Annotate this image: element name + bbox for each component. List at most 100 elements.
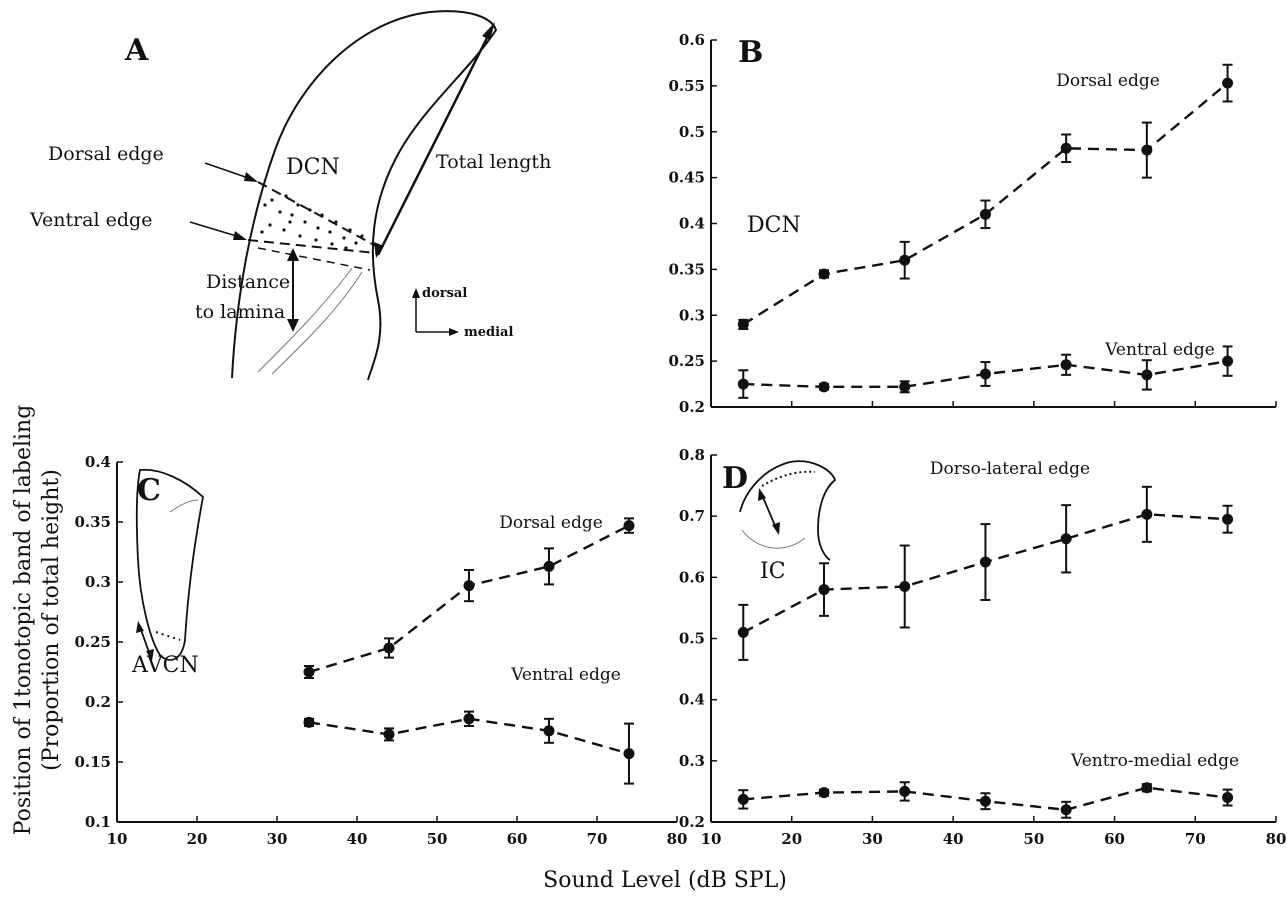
y-tick-label-c: 0.35 (74, 513, 111, 531)
region-label-d: IC (760, 559, 786, 584)
y-tick-label-b: 0.6 (679, 31, 705, 49)
avcn-arrowhead-bottom (146, 649, 154, 661)
ic-dots (761, 470, 816, 487)
band-ventral-dashed (247, 239, 377, 254)
series-label-b-0: Dorsal edge (1056, 71, 1160, 91)
y-tick-label-c: 0.2 (85, 693, 111, 711)
compass-dorsal-label: dorsal (422, 286, 467, 301)
y-tick-label-d: 0.8 (679, 446, 705, 464)
data-point-b (1222, 77, 1234, 89)
region-label-c: AVCN (131, 653, 199, 678)
data-point-c (543, 560, 555, 572)
data-point-c (383, 642, 395, 654)
distance-arrowhead-bottom (287, 319, 299, 332)
ventral-edge-pointer-head (233, 231, 247, 240)
y-tick-label-b: 0.4 (679, 215, 705, 233)
band-dorsal-dashed (257, 181, 377, 247)
y-tick-label-b: 0.25 (668, 352, 705, 370)
panel-a-letter: A (124, 33, 149, 68)
data-point-d (737, 626, 749, 638)
y-tick-label-c: 0.3 (85, 573, 111, 591)
x-tick-label-c: 10 (107, 830, 128, 848)
panel-a-distance-label-1: Distance (206, 271, 290, 293)
x-tick-label-c: 70 (587, 830, 608, 848)
series-label-d-1: Ventro-medial edge (1070, 751, 1239, 771)
data-point-b (818, 268, 830, 280)
data-point-c (303, 666, 315, 678)
x-tick-label-d: 50 (1023, 830, 1044, 848)
ic-inner-line (741, 529, 806, 549)
data-point-d (899, 785, 911, 797)
data-point-d (737, 793, 749, 805)
series-label-d-0: Dorso-lateral edge (930, 459, 1090, 479)
data-point-c (383, 728, 395, 740)
ic-arrowhead-bottom (772, 522, 780, 535)
total-length-arrowhead-bottom (374, 242, 384, 258)
data-point-b (818, 381, 830, 393)
lamina-line-2 (271, 271, 363, 375)
ic-outline (739, 460, 837, 561)
region-label-b: DCN (747, 213, 801, 238)
panel-a: A (29, 10, 551, 381)
distance-arrowhead-top (287, 248, 299, 261)
data-point-b (1060, 359, 1072, 371)
panel-letter-b: B (738, 35, 763, 70)
avcn-outline (135, 468, 204, 661)
total-length-arrowhead-top (482, 22, 495, 40)
data-point-d (1060, 804, 1072, 816)
data-point-d (818, 584, 830, 596)
avcn-arrowhead-top (136, 621, 144, 633)
ic-arrow-line (761, 494, 777, 529)
data-point-b (1141, 369, 1153, 381)
y-tick-label-d: 0.6 (679, 568, 705, 586)
data-point-d (818, 787, 830, 799)
data-point-b (899, 381, 911, 393)
total-length-arrow (376, 27, 494, 256)
data-point-d (979, 556, 991, 568)
dorsal-edge-pointer-head (244, 172, 258, 182)
y-tick-label-d: 0.2 (679, 813, 705, 831)
x-tick-label-d: 70 (1185, 830, 1206, 848)
data-point-c (463, 580, 475, 592)
chart-panel-b: 0.2 0.25 0.3 0.35 0.4 0.45 0.5 0.55 0.6 B DCN Dorsa… (668, 31, 1277, 416)
band-lower-dashed (257, 247, 371, 271)
series-label-b-1: Ventral edge (1104, 340, 1215, 360)
avcn-inner-line (169, 499, 199, 513)
panel-a-dorsal-edge-label: Dorsal edge (48, 143, 164, 165)
x-tick-label-d: 80 (1266, 830, 1287, 848)
series-label-c-1: Ventral edge (510, 665, 621, 685)
data-point-c (463, 713, 475, 725)
y-tick-label-b: 0.2 (679, 398, 705, 416)
panel-a-ventral-edge-label: Ventral edge (29, 209, 152, 231)
panel-a-distance-label-2: to lamina (195, 301, 285, 323)
data-point-b (979, 208, 991, 220)
data-point-b (1141, 144, 1153, 156)
x-tick-label-c: 30 (267, 830, 288, 848)
labeled-cells (260, 194, 364, 250)
y-tick-label-b: 0.35 (668, 260, 705, 278)
y-tick-label-d: 0.5 (679, 630, 705, 648)
compass-right-head (449, 328, 459, 336)
y-axis-title-line-1: Position of 1tonotopic band of labeling (11, 405, 36, 836)
data-point-c (303, 716, 315, 728)
x-tick-label-c: 40 (347, 830, 368, 848)
avcn-arrow-line (139, 626, 151, 656)
y-tick-label-b: 0.3 (679, 306, 705, 324)
x-tick-label-c: 50 (427, 830, 448, 848)
avcn-inset (135, 468, 204, 661)
data-point-b (737, 318, 749, 330)
compass-up-head (412, 288, 420, 298)
data-point-d (1141, 782, 1153, 794)
x-tick-label-d: 40 (943, 830, 964, 848)
data-point-b (979, 368, 991, 380)
panel-letter-d: D (722, 461, 748, 496)
series-label-c-0: Dorsal edge (499, 513, 603, 533)
x-tick-label-c: 80 (667, 830, 688, 848)
data-point-d (979, 795, 991, 807)
data-point-d (899, 581, 911, 593)
chart-panel-c: 0.1 0.15 0.2 0.25 0.3 0.35 0.4 10 20 30 40 50 60 70 80… (74, 453, 687, 848)
data-point-d (1222, 513, 1234, 525)
ic-inset (739, 460, 837, 561)
lamina-line-1 (257, 267, 353, 373)
data-point-d (1222, 792, 1234, 804)
